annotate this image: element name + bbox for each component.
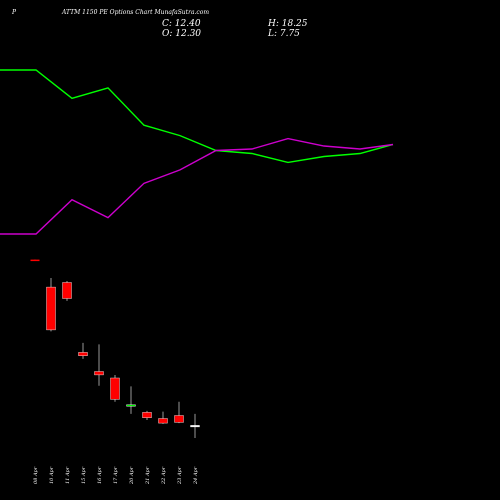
candle-body (190, 425, 200, 428)
candle (62, 281, 72, 301)
x-tick-label: 21 Apr (145, 466, 151, 485)
x-tick-label: 23 Apr (177, 466, 183, 485)
x-tick-label: 08 Apr (33, 466, 39, 484)
indicator-line-1 (0, 69, 394, 164)
candle-body (62, 282, 72, 299)
chart-subtitle: ATTM 1150 PE Options Chart MunafaSutra.c… (62, 9, 210, 16)
candle (30, 259, 40, 262)
x-tick-label: 10 Apr (49, 466, 55, 484)
candle-body (46, 286, 56, 331)
candle (110, 375, 120, 402)
candlesticks (30, 259, 200, 438)
indicator-lines (0, 69, 394, 235)
candle-body (78, 352, 88, 356)
close-value: C: 12.40 (162, 19, 201, 29)
x-tick-label: 24 Apr (193, 466, 199, 485)
low-value: L: 7.75 (268, 29, 300, 39)
candle (78, 342, 88, 359)
candle-body (30, 259, 40, 262)
candle (174, 401, 184, 424)
candle-body (94, 371, 104, 376)
x-tick-label: 11 Apr (65, 466, 71, 484)
candle-body (126, 404, 136, 407)
indicator-line-2 (0, 137, 394, 235)
open-value: O: 12.30 (162, 29, 202, 39)
x-tick-label: 17 Apr (113, 466, 119, 484)
x-tick-label: 20 Apr (129, 466, 135, 485)
high-value: H: 18.25 (268, 19, 308, 29)
symbol-label: P (12, 9, 17, 16)
x-tick-label: 22 Apr (161, 466, 167, 485)
candle-body (110, 377, 120, 400)
candle (142, 410, 152, 420)
candle-body (174, 415, 184, 423)
candle (46, 278, 56, 332)
candle-body (158, 418, 168, 424)
candle (158, 411, 168, 424)
x-tick-label: 16 Apr (97, 466, 103, 484)
candle-body (142, 412, 152, 418)
x-tick-label: 15 Apr (81, 466, 87, 484)
candle (126, 386, 136, 414)
x-axis-labels: 08 Apr 10 Apr 11 Apr 15 Apr 16 Apr 17 Apr 20 A… (33, 466, 199, 485)
candle (94, 344, 104, 386)
candle (190, 413, 200, 438)
